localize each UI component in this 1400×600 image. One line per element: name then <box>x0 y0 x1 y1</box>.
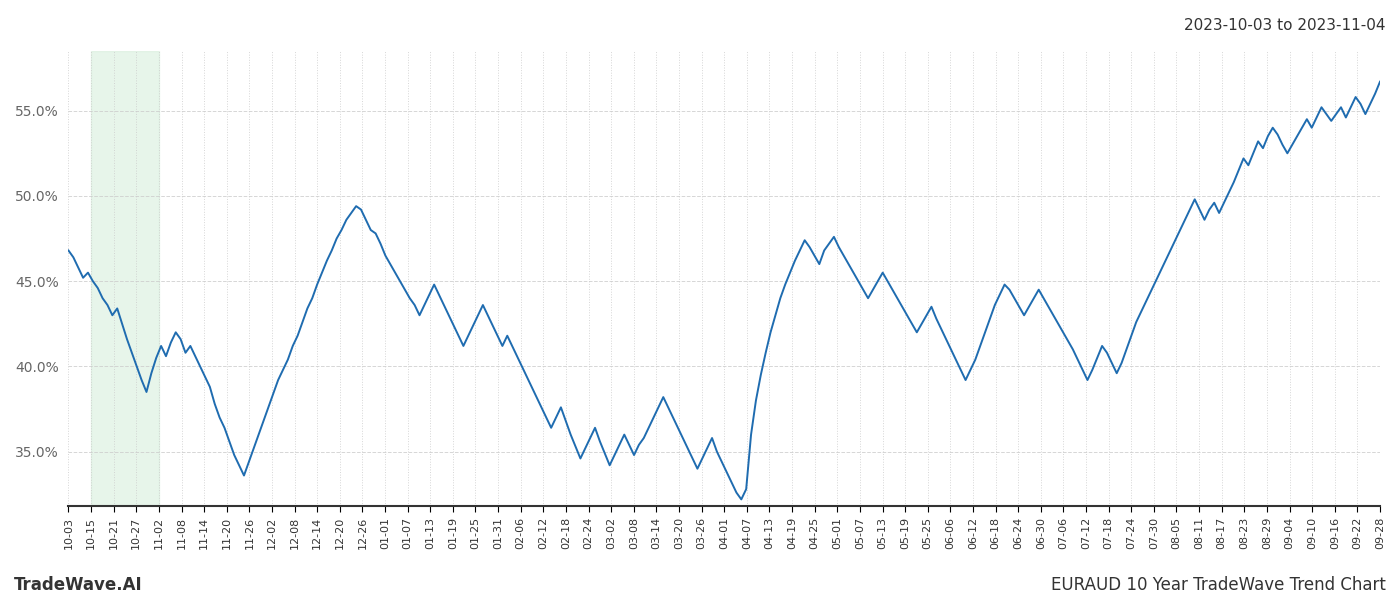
Bar <box>91 51 160 506</box>
Text: 2023-10-03 to 2023-11-04: 2023-10-03 to 2023-11-04 <box>1184 18 1386 33</box>
Text: TradeWave.AI: TradeWave.AI <box>14 576 143 594</box>
Text: EURAUD 10 Year TradeWave Trend Chart: EURAUD 10 Year TradeWave Trend Chart <box>1051 576 1386 594</box>
